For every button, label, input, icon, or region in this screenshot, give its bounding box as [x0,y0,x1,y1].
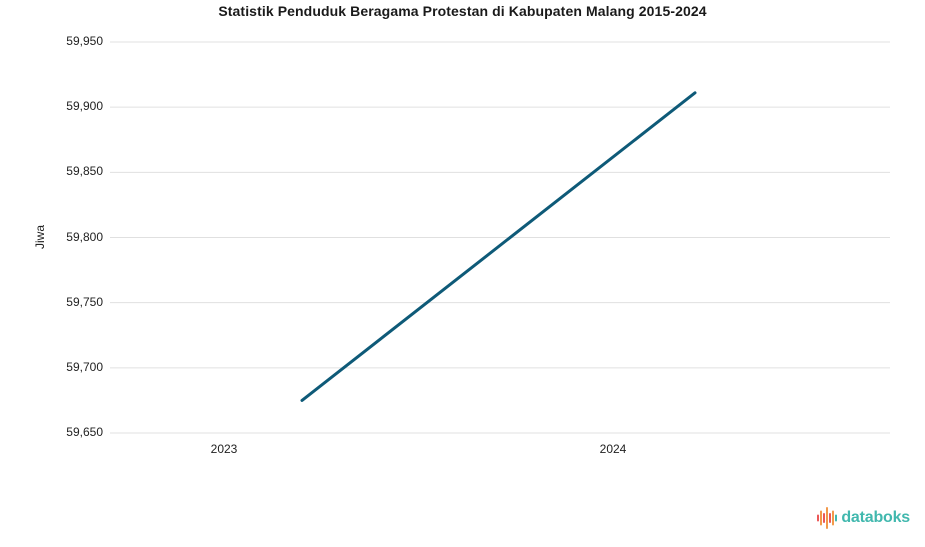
y-tick-label: 59,900 [66,99,103,114]
y-tick-label: 59,800 [66,229,103,244]
y-tick-label: 59,700 [66,359,103,374]
x-tick-label: 2024 [599,442,627,456]
series-line [300,91,697,402]
x-tick-label: 2023 [210,442,238,456]
chart-title: Statistik Penduduk Beragama Protestan di… [218,3,707,19]
databoks-icon [817,507,838,529]
databoks-logo: databoks [817,504,910,532]
y-tick-label: 59,750 [66,294,103,309]
databoks-wordmark: databoks [841,509,910,526]
y-tick-label: 59,650 [66,425,103,439]
y-tick-label: 59,850 [66,164,103,179]
y-tick-label: 59,950 [66,34,103,48]
